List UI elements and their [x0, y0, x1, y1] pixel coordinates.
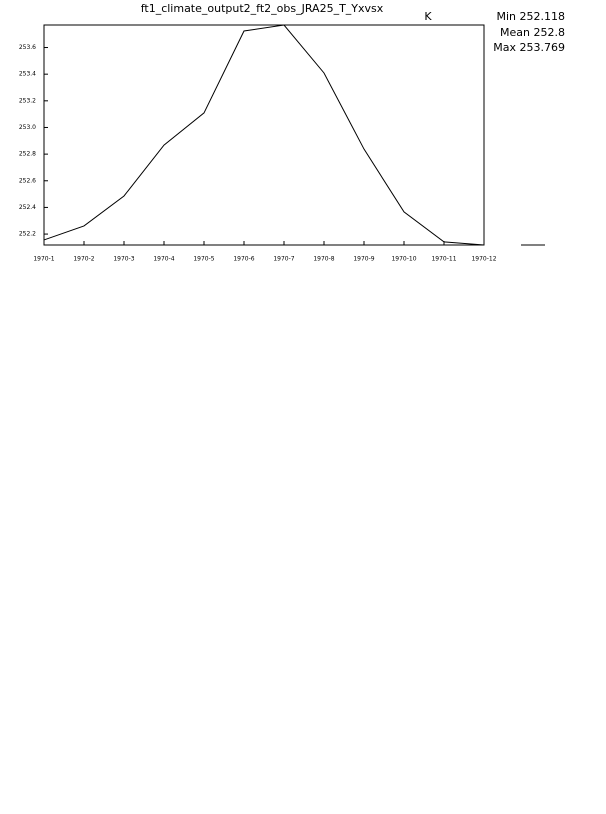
data-line — [43, 24, 485, 246]
x-tick-label: 1970-2 — [73, 256, 94, 263]
y-tick-label: 252.2 — [19, 231, 36, 238]
y-tick-label: 253.4 — [19, 71, 36, 78]
y-tick-label: 252.6 — [19, 177, 36, 184]
x-tick-label: 1970-9 — [353, 256, 374, 263]
stat-min: Min 252.118 — [496, 10, 565, 23]
chart-title: ft1_climate_output2_ft2_obs_JRA25_T_Yxvs… — [141, 2, 384, 15]
y-tick-label: 253.0 — [19, 124, 36, 131]
x-tick-label: 1970-1 — [33, 256, 54, 263]
plot-frame — [43, 24, 485, 246]
x-tick-label: 1970-8 — [313, 256, 334, 263]
x-tick-label: 1970-3 — [113, 256, 134, 263]
x-tick-label: 1970-4 — [153, 256, 174, 263]
x-tick-label: 1970-11 — [431, 256, 456, 263]
stat-max: Max 253.769 — [493, 41, 565, 54]
x-tick-label: 1970-6 — [233, 256, 254, 263]
x-tick-label: 1970-5 — [193, 256, 214, 263]
y-tick-label: 253.6 — [19, 44, 36, 51]
y-tick-label: 252.4 — [19, 204, 36, 211]
y-tick-label: 253.2 — [19, 97, 36, 104]
x-tick-label: 1970-10 — [391, 256, 416, 263]
y-tick-label: 252.8 — [19, 151, 36, 158]
stat-mean: Mean 252.8 — [500, 26, 565, 39]
x-tick-label: 1970-12 — [471, 256, 496, 263]
units-label: K — [424, 10, 432, 23]
x-tick-label: 1970-7 — [273, 256, 294, 263]
